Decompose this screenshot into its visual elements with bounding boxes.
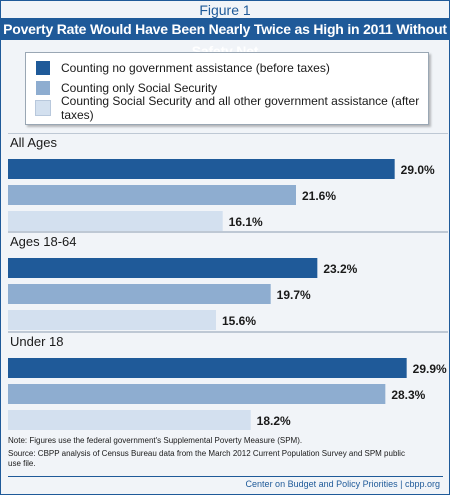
category-header-all-ages	[8, 133, 448, 151]
category-header-ages-18-64	[8, 232, 448, 250]
bar-chart: All Ages 29.0% 21.6% 16.1% Ages 18-64 23.2% 19…	[8, 133, 448, 430]
category-label-all-ages: All Ages	[10, 135, 57, 150]
data-label-all-ages-series-3: 16.1%	[229, 215, 263, 229]
legend: Counting no government assistance (befor…	[25, 52, 429, 125]
data-label-under-18-series-1: 29.9%	[413, 362, 447, 376]
data-label-ages-18-64-series-1: 23.2%	[323, 262, 357, 276]
bar-under-18-series-2	[8, 384, 386, 404]
data-label-all-ages-series-1: 29.0%	[401, 163, 435, 177]
bar-ages-18-64-series-1	[8, 258, 318, 278]
chart-title: Poverty Rate Would Have Been Nearly Twic…	[0, 18, 450, 59]
category-header-under-18	[8, 332, 448, 350]
category-label-ages-18-64: Ages 18-64	[10, 234, 77, 249]
legend-item-after-taxes: Counting Social Security and all other g…	[35, 94, 428, 122]
bar-all-ages-series-1	[8, 159, 395, 179]
bar-ages-18-64-series-2	[8, 284, 271, 304]
legend-swatch-after-taxes	[35, 100, 51, 116]
figure-label: Figure 1	[199, 2, 251, 18]
data-label-ages-18-64-series-2: 19.7%	[277, 288, 311, 302]
legend-swatch-social-security	[36, 81, 50, 95]
footer-rule	[8, 476, 443, 477]
legend-label-before-taxes: Counting no government assistance (befor…	[61, 61, 330, 75]
data-label-all-ages-series-2: 21.6%	[302, 189, 336, 203]
legend-swatch-before-taxes	[36, 61, 50, 75]
footer-credit: Center on Budget and Policy Priorities |…	[245, 479, 440, 489]
bar-under-18-series-3	[8, 410, 251, 430]
data-label-ages-18-64-series-3: 15.6%	[222, 314, 256, 328]
data-label-under-18-series-3: 18.2%	[257, 414, 291, 428]
legend-label-social-security: Counting only Social Security	[61, 81, 218, 95]
bar-under-18-series-1	[8, 358, 407, 378]
legend-label-after-taxes: Counting Social Security and all other g…	[61, 94, 420, 122]
chart-source: Source: CBPP analysis of Census Bureau d…	[8, 449, 405, 468]
bar-all-ages-series-2	[8, 185, 296, 205]
legend-item-before-taxes: Counting no government assistance (befor…	[36, 59, 330, 77]
bar-all-ages-series-3	[8, 211, 223, 231]
bar-ages-18-64-series-3	[8, 310, 216, 330]
chart-note: Note: Figures use the federal government…	[8, 436, 303, 445]
category-label-under-18: Under 18	[10, 334, 63, 349]
chart-area: All Ages 29.0% 21.6% 16.1% Ages 18-64 23.2% 19…	[8, 133, 448, 431]
data-label-under-18-series-2: 28.3%	[391, 388, 425, 402]
legend-item-social-security: Counting only Social Security	[36, 79, 217, 97]
